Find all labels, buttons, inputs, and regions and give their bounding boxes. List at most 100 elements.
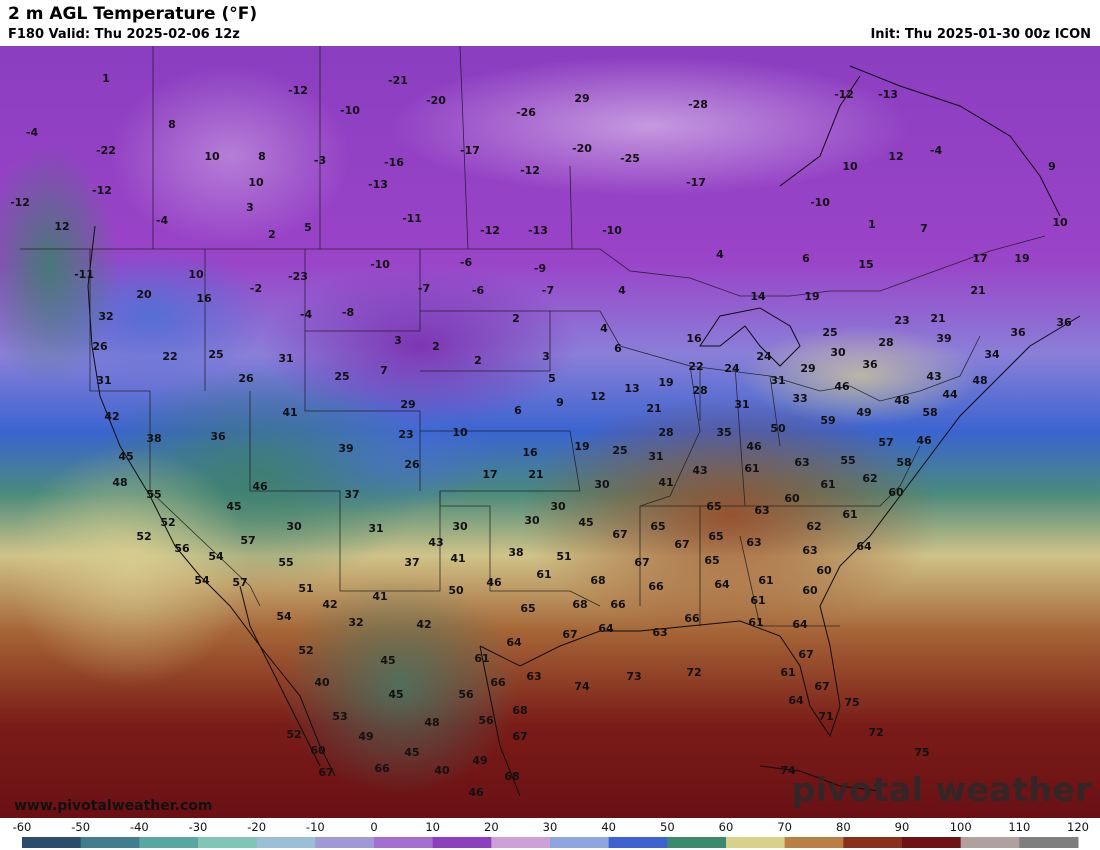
temperature-label: 40: [314, 676, 330, 689]
temperature-label: 51: [298, 582, 313, 595]
temperature-label: 68: [590, 574, 605, 587]
temperature-label: 1: [868, 218, 876, 231]
manitoba-ontario-line: [569, 165, 573, 250]
temperature-label: 5: [304, 221, 312, 234]
temperature-label: 64: [598, 622, 614, 635]
temperature-label: 58: [896, 456, 911, 469]
temperature-label: 56: [174, 542, 190, 555]
temperature-label: 30: [452, 520, 468, 533]
temperature-label: 45: [226, 500, 241, 513]
temperature-label: 25: [612, 444, 627, 457]
temperature-label: 52: [136, 530, 151, 543]
temperature-label: 30: [286, 520, 302, 533]
temperature-label: 26: [238, 372, 254, 385]
temperature-label: 19: [1014, 252, 1029, 265]
temperature-label: 40: [434, 764, 450, 777]
temperature-label: 36: [210, 430, 226, 443]
colorbar-tick-label: 30: [543, 820, 558, 834]
colorbar-band: [80, 837, 140, 848]
temperature-label: 72: [686, 666, 701, 679]
temperature-label: -6: [472, 284, 485, 297]
temperature-label: 63: [652, 626, 667, 639]
dakotas: [420, 310, 551, 372]
temperature-label: 12: [888, 150, 903, 163]
temperature-label: -7: [418, 282, 430, 295]
colorbar-band: [374, 837, 434, 848]
central-states: [550, 310, 701, 606]
pacific-coast: [87, 225, 336, 777]
temperature-label: 46: [916, 434, 932, 447]
colorbar-tick-label: 10: [425, 820, 440, 834]
temperature-label: 65: [708, 530, 723, 543]
colorbar-tick-label: 90: [895, 820, 910, 834]
temperature-label: -12: [834, 88, 854, 101]
temperature-label: 22: [688, 360, 703, 373]
temperature-label: 21: [930, 312, 945, 325]
temperature-label: 67: [612, 528, 627, 541]
temperature-label: 64: [792, 618, 808, 631]
boundaries: [20, 46, 1046, 627]
temperature-label: 26: [92, 340, 108, 353]
temperature-label: 61: [748, 616, 763, 629]
temperature-label: -4: [300, 308, 313, 321]
temperature-label: 41: [282, 406, 297, 419]
temperature-label: 67: [814, 680, 829, 693]
temperature-label: 8: [258, 150, 266, 163]
colorbar-band: [139, 837, 199, 848]
temperature-label: 63: [526, 670, 541, 683]
colorbar-band: [491, 837, 551, 848]
temperature-label: 52: [160, 516, 175, 529]
colorbar-band: [902, 837, 962, 848]
temperature-label: -7: [542, 284, 554, 297]
temperature-label: -8: [342, 306, 354, 319]
temperature-label: 65: [520, 602, 535, 615]
temperature-label: 54: [208, 550, 224, 563]
temperature-label: 65: [704, 554, 719, 567]
temperature-label: 48: [894, 394, 909, 407]
temperature-label: 54: [276, 610, 292, 623]
temperature-label: 74: [780, 764, 796, 777]
temperature-label: 43: [926, 370, 941, 383]
temperature-label: 6: [614, 342, 622, 355]
colorbar-band: [1019, 837, 1079, 848]
temperature-label: 66: [490, 676, 506, 689]
temperature-label: 63: [746, 536, 761, 549]
temperature-label: 16: [522, 446, 538, 459]
temperature-label: 15: [858, 258, 873, 271]
temperature-label: -16: [384, 156, 404, 169]
temperature-label: 67: [634, 556, 649, 569]
temperature-label: 4: [618, 284, 626, 297]
temperature-label: 38: [508, 546, 523, 559]
temperature-label: 48: [112, 476, 127, 489]
hudson-bay-coast: [779, 75, 861, 187]
temperature-label: 53: [332, 710, 347, 723]
colorbar-band: [315, 837, 375, 848]
temperature-label: -10: [370, 258, 390, 271]
temperature-label: 60: [310, 744, 326, 757]
website-link[interactable]: www.pivotalweather.com: [14, 798, 213, 814]
temperature-label: 19: [658, 376, 673, 389]
temperature-label: 2: [512, 312, 520, 325]
colorbar-tick-label: -20: [247, 820, 266, 834]
temperature-label: 30: [524, 514, 540, 527]
temperature-label: -20: [572, 142, 592, 155]
temperature-label: -25: [620, 152, 640, 165]
baja-coast: [239, 585, 321, 767]
map-title: 2 m AGL Temperature (°F): [8, 4, 258, 24]
temperature-label: 24: [756, 350, 772, 363]
temperature-label: 68: [504, 770, 519, 783]
temperature-label: 39: [338, 442, 353, 455]
temperature-label: 31: [368, 522, 383, 535]
colorbar-band: [667, 837, 727, 848]
temperature-label: 67: [318, 766, 333, 779]
temperature-map[interactable]: 1 8 -4 -22 10 8 -12 10 3 -4 -12 12 2 5 -21 -20 29 -28 -12-…: [0, 46, 1100, 818]
temperature-label: 72: [868, 726, 883, 739]
california-sand: [10, 446, 250, 686]
temperature-label: 52: [298, 644, 313, 657]
temperature-label: -26: [516, 106, 536, 119]
temperature-label: 59: [820, 414, 835, 427]
temperature-label: 68: [512, 704, 527, 717]
temperature-label: 30: [550, 500, 566, 513]
